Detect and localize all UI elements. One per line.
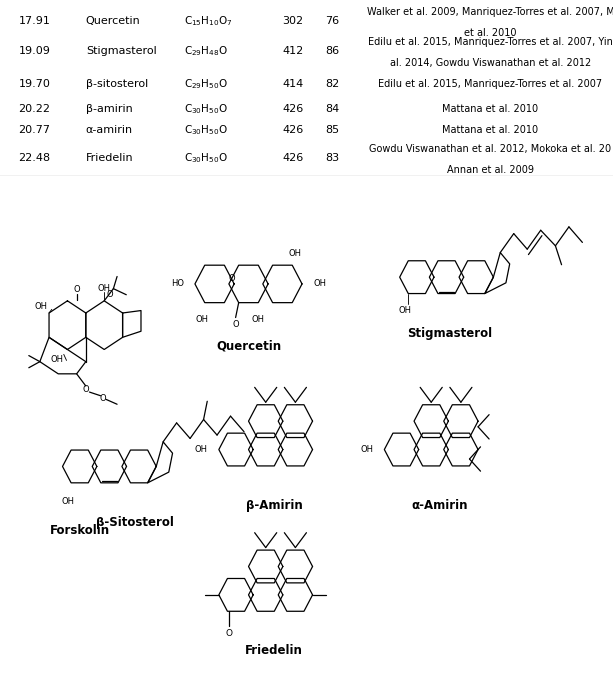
Text: 19.09: 19.09 <box>18 46 50 56</box>
Text: β-sitosterol: β-sitosterol <box>86 79 148 89</box>
Text: 85: 85 <box>325 125 339 135</box>
Text: β-amirin: β-amirin <box>86 104 132 114</box>
Text: 20.22: 20.22 <box>18 104 50 114</box>
Text: Friedelin: Friedelin <box>86 153 134 163</box>
Text: Gowdu Viswanathan et al. 2012, Mokoka et al. 20: Gowdu Viswanathan et al. 2012, Mokoka et… <box>370 145 611 154</box>
Text: 17.91: 17.91 <box>18 16 50 26</box>
Text: 412: 412 <box>282 46 303 56</box>
Text: $\mathrm{C_{30}H_{50}O}$: $\mathrm{C_{30}H_{50}O}$ <box>184 102 228 116</box>
Text: Forskolin: Forskolin <box>50 525 110 537</box>
Text: et al. 2010: et al. 2010 <box>464 28 517 39</box>
Text: Stigmasterol: Stigmasterol <box>86 46 156 56</box>
Text: OH: OH <box>61 498 75 506</box>
Text: 83: 83 <box>325 153 339 163</box>
Text: OH: OH <box>51 355 64 364</box>
Text: OH: OH <box>252 315 265 324</box>
Text: 426: 426 <box>282 153 303 163</box>
Text: O: O <box>83 385 89 394</box>
Text: Edilu et al. 2015, Manriquez-Torres et al. 2007, Yin: Edilu et al. 2015, Manriquez-Torres et a… <box>368 37 613 47</box>
Text: OH: OH <box>313 279 326 289</box>
Text: α-Amirin: α-Amirin <box>411 499 468 512</box>
Text: O: O <box>232 320 239 329</box>
Text: O: O <box>107 290 113 299</box>
Text: $\mathrm{C_{15}H_{10}O_{7}}$: $\mathrm{C_{15}H_{10}O_{7}}$ <box>184 14 232 28</box>
Text: OH: OH <box>34 302 47 312</box>
Text: O: O <box>225 629 232 638</box>
Text: 414: 414 <box>282 79 303 89</box>
Text: OH: OH <box>97 284 111 293</box>
Text: al. 2014, Gowdu Viswanathan et al. 2012: al. 2014, Gowdu Viswanathan et al. 2012 <box>390 58 591 68</box>
Text: β-Sitosterol: β-Sitosterol <box>96 516 173 529</box>
Text: 302: 302 <box>282 16 303 26</box>
Text: Walker et al. 2009, Manriquez-Torres et al. 2007, M: Walker et al. 2009, Manriquez-Torres et … <box>367 7 613 18</box>
Text: 76: 76 <box>325 16 339 26</box>
Text: OH: OH <box>398 306 412 315</box>
Text: α-amirin: α-amirin <box>86 125 133 135</box>
Text: O: O <box>228 274 235 283</box>
Text: 86: 86 <box>325 46 339 56</box>
Text: Quercetin: Quercetin <box>86 16 140 26</box>
Text: 426: 426 <box>282 125 303 135</box>
Text: 426: 426 <box>282 104 303 114</box>
Text: OH: OH <box>195 445 208 454</box>
Text: 22.48: 22.48 <box>18 153 50 163</box>
Text: Annan et al. 2009: Annan et al. 2009 <box>447 166 534 176</box>
Text: 19.70: 19.70 <box>18 79 50 89</box>
Text: $\mathrm{C_{29}H_{50}O}$: $\mathrm{C_{29}H_{50}O}$ <box>184 78 228 91</box>
Text: Mattana et al. 2010: Mattana et al. 2010 <box>443 125 538 135</box>
Text: $\mathrm{C_{30}H_{50}O}$: $\mathrm{C_{30}H_{50}O}$ <box>184 151 228 165</box>
Text: 84: 84 <box>325 104 339 114</box>
Text: 20.77: 20.77 <box>18 125 50 135</box>
Text: β-Amirin: β-Amirin <box>246 499 303 512</box>
Text: O: O <box>99 393 105 403</box>
Text: Mattana et al. 2010: Mattana et al. 2010 <box>443 104 538 114</box>
Text: O: O <box>74 285 80 294</box>
Text: Edilu et al. 2015, Manriquez-Torres et al. 2007: Edilu et al. 2015, Manriquez-Torres et a… <box>378 79 603 89</box>
Text: Friedelin: Friedelin <box>245 644 303 658</box>
Text: OH: OH <box>289 249 302 258</box>
Text: OH: OH <box>360 445 373 454</box>
Text: HO: HO <box>171 279 184 289</box>
Text: Quercetin: Quercetin <box>216 339 281 353</box>
Text: 82: 82 <box>325 79 339 89</box>
Text: OH: OH <box>195 315 208 324</box>
Text: $\mathrm{C_{30}H_{50}O}$: $\mathrm{C_{30}H_{50}O}$ <box>184 123 228 137</box>
Text: Stigmasterol: Stigmasterol <box>408 327 492 340</box>
Text: $\mathrm{C_{29}H_{48}O}$: $\mathrm{C_{29}H_{48}O}$ <box>184 44 228 58</box>
